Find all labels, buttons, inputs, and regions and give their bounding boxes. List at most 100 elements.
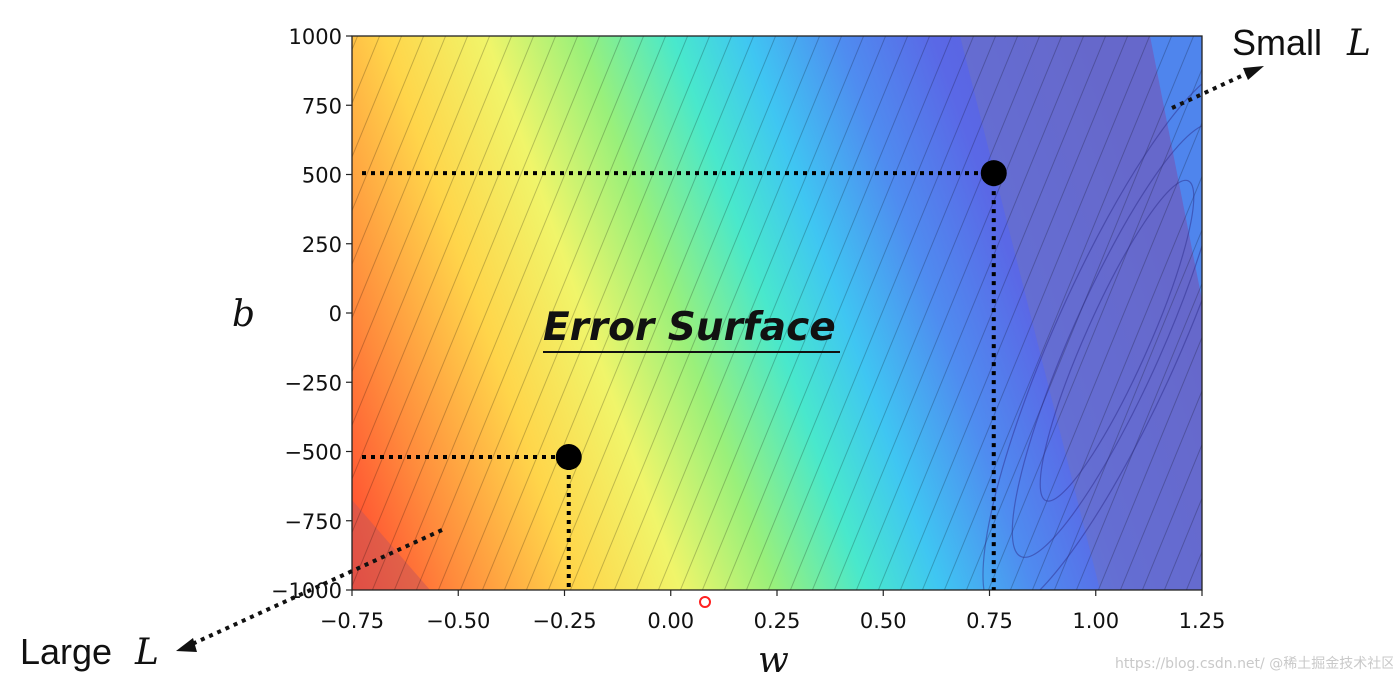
x-tick-label: −0.50 xyxy=(426,609,490,633)
y-tick-label: −500 xyxy=(284,441,342,465)
contour-line xyxy=(1009,121,1202,590)
contour-line xyxy=(352,36,579,588)
contour-line xyxy=(0,0,198,630)
small-l-arrowhead xyxy=(1243,66,1264,80)
y-axis-title: b xyxy=(232,294,255,335)
contour-line xyxy=(1192,0,1393,630)
contour-ellipse xyxy=(982,67,1202,590)
contour-line xyxy=(811,36,1041,590)
contour-line xyxy=(371,36,601,590)
y-tick-label: 750 xyxy=(302,94,342,118)
x-tick-label: 0.50 xyxy=(860,609,907,633)
y-tick-label: −250 xyxy=(284,371,342,395)
contour-line xyxy=(591,36,821,590)
contour-line xyxy=(48,0,308,630)
contour-line xyxy=(1075,282,1202,590)
data-points xyxy=(362,160,1007,590)
x-tick-label: 1.00 xyxy=(1072,609,1119,633)
x-tick-label: 0.75 xyxy=(966,609,1013,633)
contour-line xyxy=(352,36,557,534)
contour-lines xyxy=(0,0,1393,630)
contour-line xyxy=(1097,336,1202,590)
x-tick-label: 0.00 xyxy=(647,609,694,633)
x-tick-label: 0.25 xyxy=(754,609,801,633)
large-l-arrowhead xyxy=(176,638,197,652)
contour-line xyxy=(352,36,513,427)
contour-line xyxy=(415,36,645,590)
contour-line xyxy=(877,36,1107,590)
contour-line xyxy=(352,36,403,159)
contour-line xyxy=(679,36,909,590)
contour-line xyxy=(437,36,667,590)
contour-line xyxy=(352,36,425,212)
contour-line xyxy=(943,36,1173,590)
contour-line xyxy=(1031,175,1202,590)
watermark: https://blog.csdn.net/ @稀土掘金技术社区 xyxy=(1115,656,1393,672)
svg-text:Small: Small xyxy=(1232,22,1322,63)
contour-line xyxy=(1280,0,1393,630)
contour-line xyxy=(1236,0,1393,630)
contour-line xyxy=(657,36,887,590)
contour-line xyxy=(352,36,469,320)
y-tick-label: 0 xyxy=(329,302,342,326)
contour-line xyxy=(4,0,264,630)
y-tick-label: 500 xyxy=(302,164,342,188)
small-l-callout: Small L xyxy=(1171,22,1371,110)
contour-line xyxy=(1214,0,1393,630)
contour-line xyxy=(0,0,242,630)
contour-line xyxy=(1141,443,1202,590)
contour-line xyxy=(921,36,1151,590)
contour-line xyxy=(789,36,1019,590)
contour-line xyxy=(525,36,755,590)
large-l-callout: Large L xyxy=(20,528,443,673)
large-l-arrow xyxy=(189,528,443,647)
contour-line xyxy=(613,36,843,590)
x-tick-label: −0.75 xyxy=(320,609,384,633)
contour-line xyxy=(393,36,623,590)
contour-ellipse xyxy=(1039,179,1195,502)
y-tick-label: 250 xyxy=(302,233,342,257)
contour-line xyxy=(0,0,132,630)
y-tick-label: −750 xyxy=(284,510,342,534)
svg-text:L: L xyxy=(1346,23,1371,64)
contour-line xyxy=(481,36,711,590)
contour-line xyxy=(1324,0,1393,630)
contour-line xyxy=(352,36,491,373)
contour-line xyxy=(767,36,997,590)
contour-line xyxy=(723,36,953,590)
contour-line xyxy=(569,36,799,590)
contour-line xyxy=(0,0,66,630)
data-point xyxy=(555,444,582,471)
y-tick-label: 1000 xyxy=(289,25,342,49)
contour-line xyxy=(70,0,330,630)
contour-line xyxy=(1053,228,1202,590)
error-surface-title: Error Surface xyxy=(543,305,836,350)
contour-ellipse xyxy=(1011,123,1202,558)
x-axis-title: w xyxy=(758,640,789,681)
contour-line xyxy=(1185,550,1202,590)
contour-line xyxy=(745,36,975,590)
contour-line xyxy=(1346,0,1393,630)
surface-overlays xyxy=(0,0,1393,630)
x-tick-label: −0.25 xyxy=(532,609,596,633)
contour-line xyxy=(1163,497,1202,590)
svg-text:L: L xyxy=(134,632,159,673)
axis-ticks: −0.75 −0.50 −0.25 0.00 0.25 0.50 0.75 1.00 1.25 1… xyxy=(271,25,1225,633)
contour-line xyxy=(0,0,176,630)
contour-line xyxy=(352,36,447,266)
contour-line xyxy=(0,0,220,630)
contour-line xyxy=(635,36,865,590)
contour-line xyxy=(0,0,22,630)
x-tick-label: 1.25 xyxy=(1179,609,1226,633)
contour-line xyxy=(1119,389,1202,590)
contour-line xyxy=(0,0,88,630)
contour-line xyxy=(503,36,733,590)
contour-line xyxy=(352,36,535,481)
contour-line xyxy=(987,67,1202,590)
contour-line xyxy=(352,36,381,105)
contour-line xyxy=(0,0,44,630)
contour-line xyxy=(547,36,777,590)
data-point xyxy=(980,160,1007,187)
contour-line xyxy=(1258,0,1393,630)
contour-line xyxy=(833,36,1063,590)
